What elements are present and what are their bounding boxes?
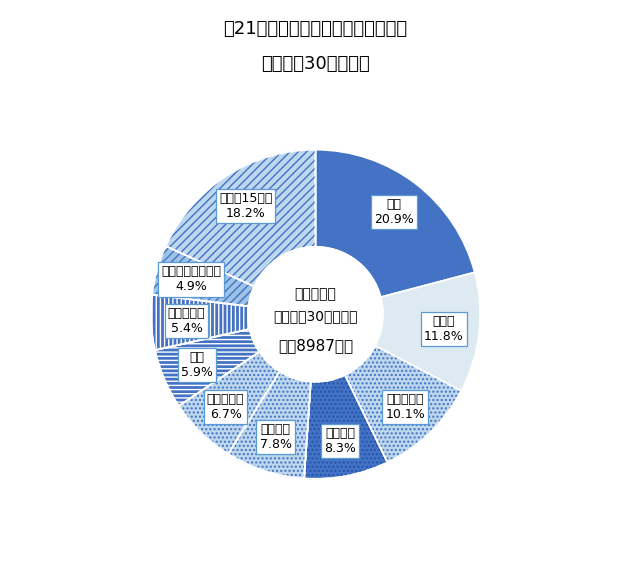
Wedge shape	[151, 294, 250, 350]
Text: はん用機械
5.4%: はん用機械 5.4%	[168, 307, 205, 335]
Wedge shape	[179, 352, 280, 454]
Text: 金属製品
7.8%: 金属製品 7.8%	[259, 423, 292, 451]
Wedge shape	[155, 329, 259, 406]
Text: 鉄鋼
5.9%: 鉄鋼 5.9%	[181, 351, 213, 379]
Text: 化学
20.9%: 化学 20.9%	[374, 198, 414, 226]
Text: ３兆8987億円: ３兆8987億円	[278, 338, 353, 353]
Text: 電気機械
8.3%: 電気機械 8.3%	[324, 427, 356, 455]
Text: プラスチック製品
4.9%: プラスチック製品 4.9%	[161, 265, 221, 293]
Wedge shape	[375, 272, 480, 391]
Text: （従業者30人以上）: （従業者30人以上）	[261, 55, 370, 73]
Wedge shape	[228, 371, 311, 478]
Wedge shape	[316, 150, 475, 297]
Text: 食料品
11.8%: 食料品 11.8%	[424, 315, 464, 343]
Text: （従業者30人以上）: （従業者30人以上）	[273, 309, 358, 323]
Wedge shape	[304, 375, 387, 479]
Circle shape	[248, 247, 383, 382]
Wedge shape	[152, 246, 254, 306]
Text: 生産用機械
10.1%: 生産用機械 10.1%	[386, 393, 425, 421]
Wedge shape	[345, 346, 461, 462]
Text: 付加価値額: 付加価値額	[295, 288, 336, 301]
Text: 第21図　付加価値額の産業別構成比: 第21図 付加価値額の産業別構成比	[223, 20, 408, 38]
Wedge shape	[166, 150, 316, 286]
Text: その他15産業
18.2%: その他15産業 18.2%	[219, 191, 273, 219]
Text: 輸送用機械
6.7%: 輸送用機械 6.7%	[207, 393, 244, 421]
